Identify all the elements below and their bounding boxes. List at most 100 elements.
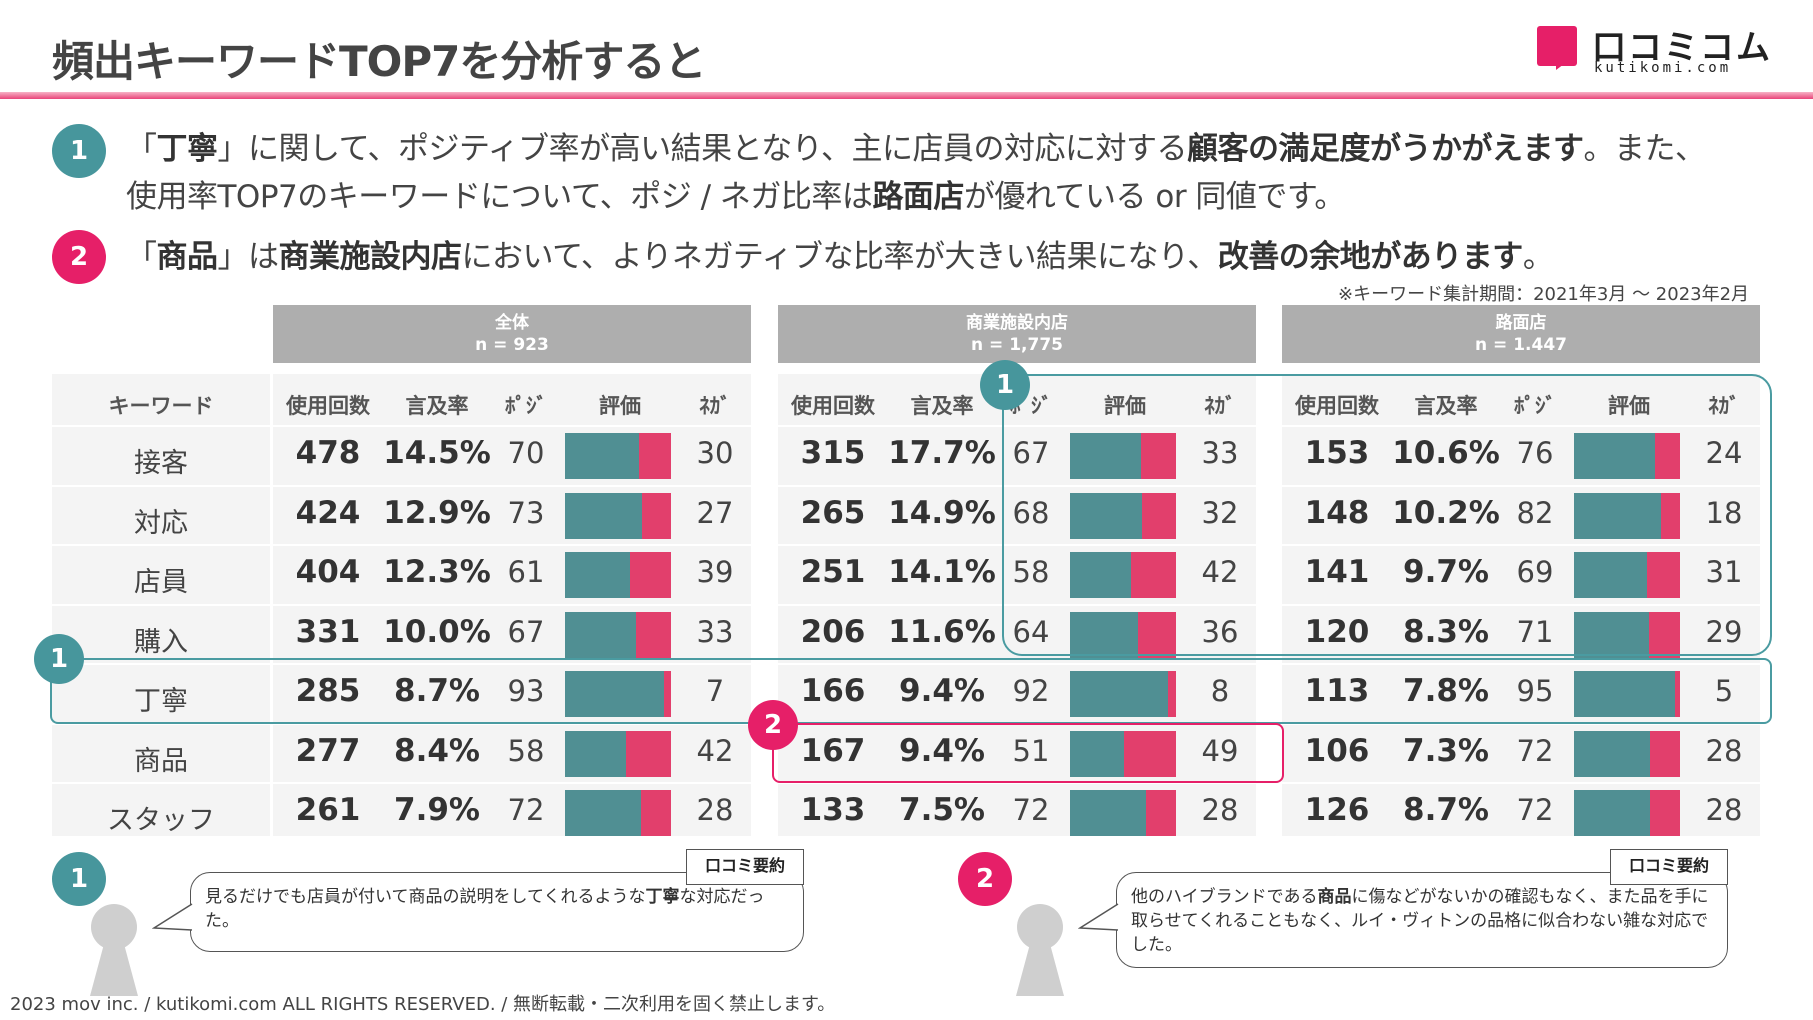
negative-value: 49	[1201, 733, 1239, 768]
evaluation-bar-positive	[1070, 790, 1147, 836]
usage-count: 167	[800, 732, 866, 769]
positive-value: 82	[1516, 495, 1554, 530]
review-number-2: 2	[958, 852, 1012, 906]
logo-icon-tail	[1556, 58, 1572, 70]
mention-rate: 7.5%	[899, 792, 985, 828]
mention-rate: 12.3%	[383, 554, 491, 590]
positive-value: 72	[1012, 793, 1050, 827]
bullet-2-line-1: 「商品」は商業施設内店において、よりネガティブな比率が大きい結果になり、改善の余…	[126, 234, 1554, 280]
evaluation-bar-positive	[1070, 492, 1143, 539]
positive-value: 51	[1012, 733, 1050, 768]
period-note: ※キーワード集計期間：2021年3月 〜 2023年2月	[1338, 284, 1750, 305]
negative-value: 27	[696, 495, 734, 530]
usage-count: 153	[1304, 435, 1370, 471]
col-header-rate: 言及率	[1414, 394, 1478, 418]
usage-count: 478	[295, 435, 361, 471]
evaluation-bar-positive	[1070, 552, 1132, 598]
usage-count: 166	[800, 673, 866, 709]
usage-count: 120	[1304, 613, 1370, 650]
row-divider	[52, 663, 1772, 665]
group-sample-size: n = 1,775	[971, 335, 1063, 355]
review-1-bubble: 見るだけでも店員が付いて商品の説明をしてくれるような丁寧な対応だった。	[190, 872, 804, 952]
text-segment: 」に関して、ポジティブ率が高い結果となり、主に店員の対応に対する	[217, 131, 1188, 167]
mention-rate: 9.4%	[899, 732, 985, 769]
mention-rate: 7.3%	[1403, 732, 1489, 769]
positive-value: 68	[1012, 495, 1050, 530]
review-2-tag: 口コミ要約	[1610, 849, 1728, 885]
negative-value: 32	[1201, 495, 1239, 530]
negative-value: 39	[696, 555, 734, 589]
bullet-number-1: 1	[52, 124, 106, 178]
evaluation-bar-positive	[1574, 611, 1650, 658]
evaluation-bar	[1574, 790, 1680, 836]
group-sample-size: n = 1.447	[1475, 335, 1567, 355]
col-header-pos: ﾎﾟｼﾞ	[1514, 394, 1556, 418]
keyword-cell: 丁寧	[134, 686, 188, 717]
usage-count: 148	[1304, 494, 1370, 531]
usage-count: 331	[295, 613, 361, 650]
review-1-tag: 口コミ要約	[686, 849, 804, 885]
mention-rate: 11.6%	[888, 613, 996, 650]
evaluation-bar-positive	[565, 671, 664, 717]
positive-value: 92	[1012, 674, 1050, 708]
evaluation-bar	[565, 671, 671, 717]
mention-rate: 8.7%	[1403, 792, 1489, 828]
evaluation-bar-positive	[1574, 730, 1651, 777]
positive-value: 67	[507, 614, 545, 649]
text-segment: 他のハイブランドである	[1131, 887, 1318, 907]
text-segment: 。また、	[1583, 131, 1707, 167]
highlight-box-roadside-top4	[1002, 374, 1772, 656]
col-header-pos: ﾎﾟｼﾞ	[505, 394, 547, 418]
evaluation-bar-positive	[565, 611, 637, 658]
col-header-rate: 言及率	[405, 394, 469, 418]
usage-count: 404	[295, 554, 361, 590]
positive-value: 73	[507, 495, 545, 530]
group-sample-size: n = 923	[475, 335, 549, 355]
emphasis-text: 顧客の満足度がうかがえます	[1187, 131, 1584, 167]
evaluation-bar	[565, 730, 671, 777]
positive-value: 72	[507, 793, 545, 827]
text-segment: が優れている or 同値です。	[963, 179, 1345, 215]
mention-rate: 7.8%	[1403, 673, 1489, 709]
logo-name: 口コミコム	[1592, 28, 1772, 68]
negative-value: 42	[1201, 555, 1239, 589]
text-segment: 「	[126, 239, 157, 275]
usage-count: 424	[295, 494, 361, 531]
negative-value: 30	[696, 436, 734, 470]
usage-count: 251	[800, 554, 866, 590]
usage-count: 106	[1304, 732, 1370, 769]
mention-rate: 14.1%	[888, 554, 996, 590]
mention-rate: 8.3%	[1403, 613, 1489, 650]
usage-count: 126	[1304, 792, 1370, 828]
row-divider	[52, 782, 1772, 784]
positive-value: 71	[1516, 614, 1554, 649]
group-header: 全体 n = 923	[273, 305, 751, 363]
keyword-cell: 購入	[134, 626, 188, 658]
person-icon-head	[91, 904, 137, 950]
marker-2-shohin: 2	[748, 700, 798, 750]
evaluation-bar-positive	[1574, 552, 1648, 598]
footer-copyright: 2023 mov inc. / kutikomi.com ALL RIGHTS …	[10, 994, 836, 1015]
evaluation-bar	[1070, 611, 1176, 658]
logo-url: kutikomi.com	[1594, 60, 1732, 76]
evaluation-bar	[565, 492, 671, 539]
negative-value: 29	[1705, 614, 1743, 649]
emphasis-text: 改善の余地があります	[1217, 239, 1524, 275]
evaluation-bar	[565, 611, 671, 658]
marker-1-roadside: 1	[980, 360, 1030, 410]
mention-rate: 7.9%	[394, 792, 480, 828]
mention-rate: 17.7%	[888, 435, 996, 471]
marker-1-teinei: 1	[34, 634, 84, 684]
emphasis-text: 丁寧	[645, 887, 680, 907]
keyword-cell: 店員	[134, 567, 188, 598]
mention-rate: 12.9%	[383, 494, 491, 531]
col-header-count: 使用回数	[286, 394, 370, 418]
emphasis-text: 商品	[1317, 887, 1352, 907]
row-divider	[52, 425, 1772, 427]
bullet-1-line-2: 使用率TOP7のキーワードについて、ポジ / ネガ比率は路面店が優れている or…	[126, 174, 1345, 220]
mention-rate: 8.4%	[394, 732, 480, 769]
text-segment: 。	[1522, 239, 1554, 275]
evaluation-bar-positive	[565, 730, 627, 777]
col-header-neg: ﾈｶﾞ	[1204, 394, 1236, 418]
person-icon-body	[1016, 946, 1064, 996]
